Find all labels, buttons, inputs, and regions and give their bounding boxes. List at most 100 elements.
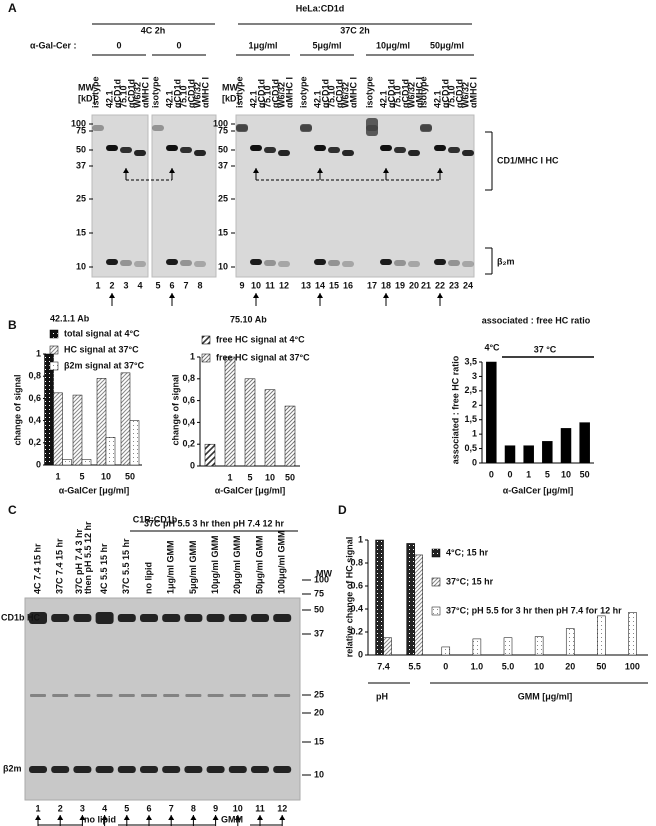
gel-band	[252, 694, 268, 697]
gel-band	[106, 259, 118, 265]
x-tick-label: 1.0	[471, 661, 484, 671]
gel-band	[162, 614, 181, 622]
legend-swatch	[431, 548, 441, 558]
y-tick-label: 0	[190, 460, 195, 470]
lane-label: 75.10	[178, 85, 188, 108]
x-tick-label: 50	[285, 472, 295, 482]
lane-number: 10	[251, 280, 261, 290]
gel-band	[408, 150, 420, 156]
lane-label: W6/32	[276, 82, 286, 108]
legend-label: 4°C; 15 hr	[446, 547, 489, 557]
gel-band	[180, 260, 192, 266]
lane-number: 13	[301, 280, 311, 290]
lane-label: 37C 7.4 15 hr	[55, 538, 65, 594]
arrow-head	[234, 815, 241, 820]
gel-band	[264, 260, 276, 266]
lane-label: 20μg/ml GMM	[232, 535, 242, 594]
bar	[72, 394, 83, 466]
lane-label: 37C 5.5 15 hr	[121, 538, 131, 594]
x-tick-label: 7.4	[377, 661, 390, 671]
gel-band	[117, 614, 136, 622]
gel-band	[134, 261, 146, 267]
lane-number: 16	[343, 280, 353, 290]
gel-band	[434, 145, 446, 151]
lane-label: αCD1d	[440, 79, 450, 108]
panel-letter: D	[338, 503, 347, 517]
bar	[628, 612, 637, 656]
lane-label: αMHC I	[414, 77, 424, 108]
x-group-label: pH	[376, 691, 388, 701]
lane-label: isotype	[364, 76, 374, 108]
gel-band	[274, 694, 291, 697]
bar	[264, 389, 276, 467]
bar	[204, 443, 216, 467]
annotation: 37 °C	[534, 344, 557, 354]
gel-band	[29, 612, 47, 624]
mw-marker: 20	[314, 707, 324, 717]
lane-number: 7	[169, 803, 174, 813]
band-label: CD1b HC	[1, 612, 41, 622]
x-tick-label: 0	[443, 661, 448, 671]
group-label: no lipid	[84, 814, 116, 824]
lane-number: 6	[169, 280, 174, 290]
gel-band	[166, 145, 178, 151]
lane-label: W6/32	[340, 82, 350, 108]
gel-band	[314, 259, 326, 265]
gel-band	[250, 145, 262, 151]
lane-label: αCD1d	[126, 79, 136, 108]
lane-label: 50μg/ml GMM	[254, 535, 264, 594]
gel-band	[95, 612, 114, 624]
arrow-head	[279, 815, 286, 820]
arrow-head	[257, 815, 263, 820]
lane-number: 24	[463, 280, 473, 290]
legend-label: free HC signal at 4°C	[216, 334, 305, 344]
lane-number: 10	[233, 803, 243, 813]
lane-label: αCD1d	[400, 79, 410, 108]
mw-label: MW	[316, 568, 332, 578]
lane-number: 12	[277, 803, 287, 813]
gel-image	[91, 114, 149, 278]
mw-marker: 75	[314, 588, 324, 598]
lane-number: 18	[381, 280, 391, 290]
y-tick-label: 1	[190, 351, 195, 361]
gel-band	[120, 260, 132, 266]
gel-band	[141, 694, 157, 697]
gel-band	[74, 694, 91, 697]
x-tick-label: 1	[55, 471, 60, 481]
gel-band	[162, 766, 181, 773]
y-tick-label: 0,4	[182, 417, 195, 427]
mw-marker: 50	[76, 144, 86, 154]
bar	[414, 554, 423, 656]
gel-band	[420, 124, 432, 132]
mw-marker: 25	[218, 193, 228, 203]
gel-band	[228, 766, 247, 773]
x-tick-label: 5.0	[502, 661, 515, 671]
x-axis-label: α-GalCer [μg/ml]	[215, 485, 286, 495]
y-tick-label: 3	[472, 371, 477, 381]
gel-band	[366, 118, 378, 136]
lane-number: 7	[183, 280, 188, 290]
y-tick-label: 0,2	[28, 437, 41, 447]
gel-band	[462, 150, 474, 156]
bar	[542, 441, 553, 464]
arrow-head	[123, 168, 129, 173]
lane-number: 11	[255, 803, 265, 813]
gel-band	[207, 694, 224, 697]
bar	[375, 539, 384, 656]
gel-band	[92, 125, 104, 131]
bar	[406, 543, 415, 656]
y-tick-label: 1,5	[464, 414, 477, 424]
lane-number: 12	[279, 280, 289, 290]
y-axis-label: change of signal	[12, 374, 22, 445]
gel-band	[118, 694, 135, 697]
x-tick-label: 20	[565, 661, 575, 671]
arrow-head	[168, 815, 175, 820]
lane-number: 22	[435, 280, 445, 290]
panel-letter: A	[8, 1, 17, 15]
gel-band	[52, 694, 69, 697]
mw-marker: 37	[218, 160, 228, 170]
gel-band	[140, 766, 158, 773]
mw-marker: 10	[314, 769, 324, 779]
arrow-head	[317, 168, 323, 173]
gel-band	[206, 766, 225, 773]
